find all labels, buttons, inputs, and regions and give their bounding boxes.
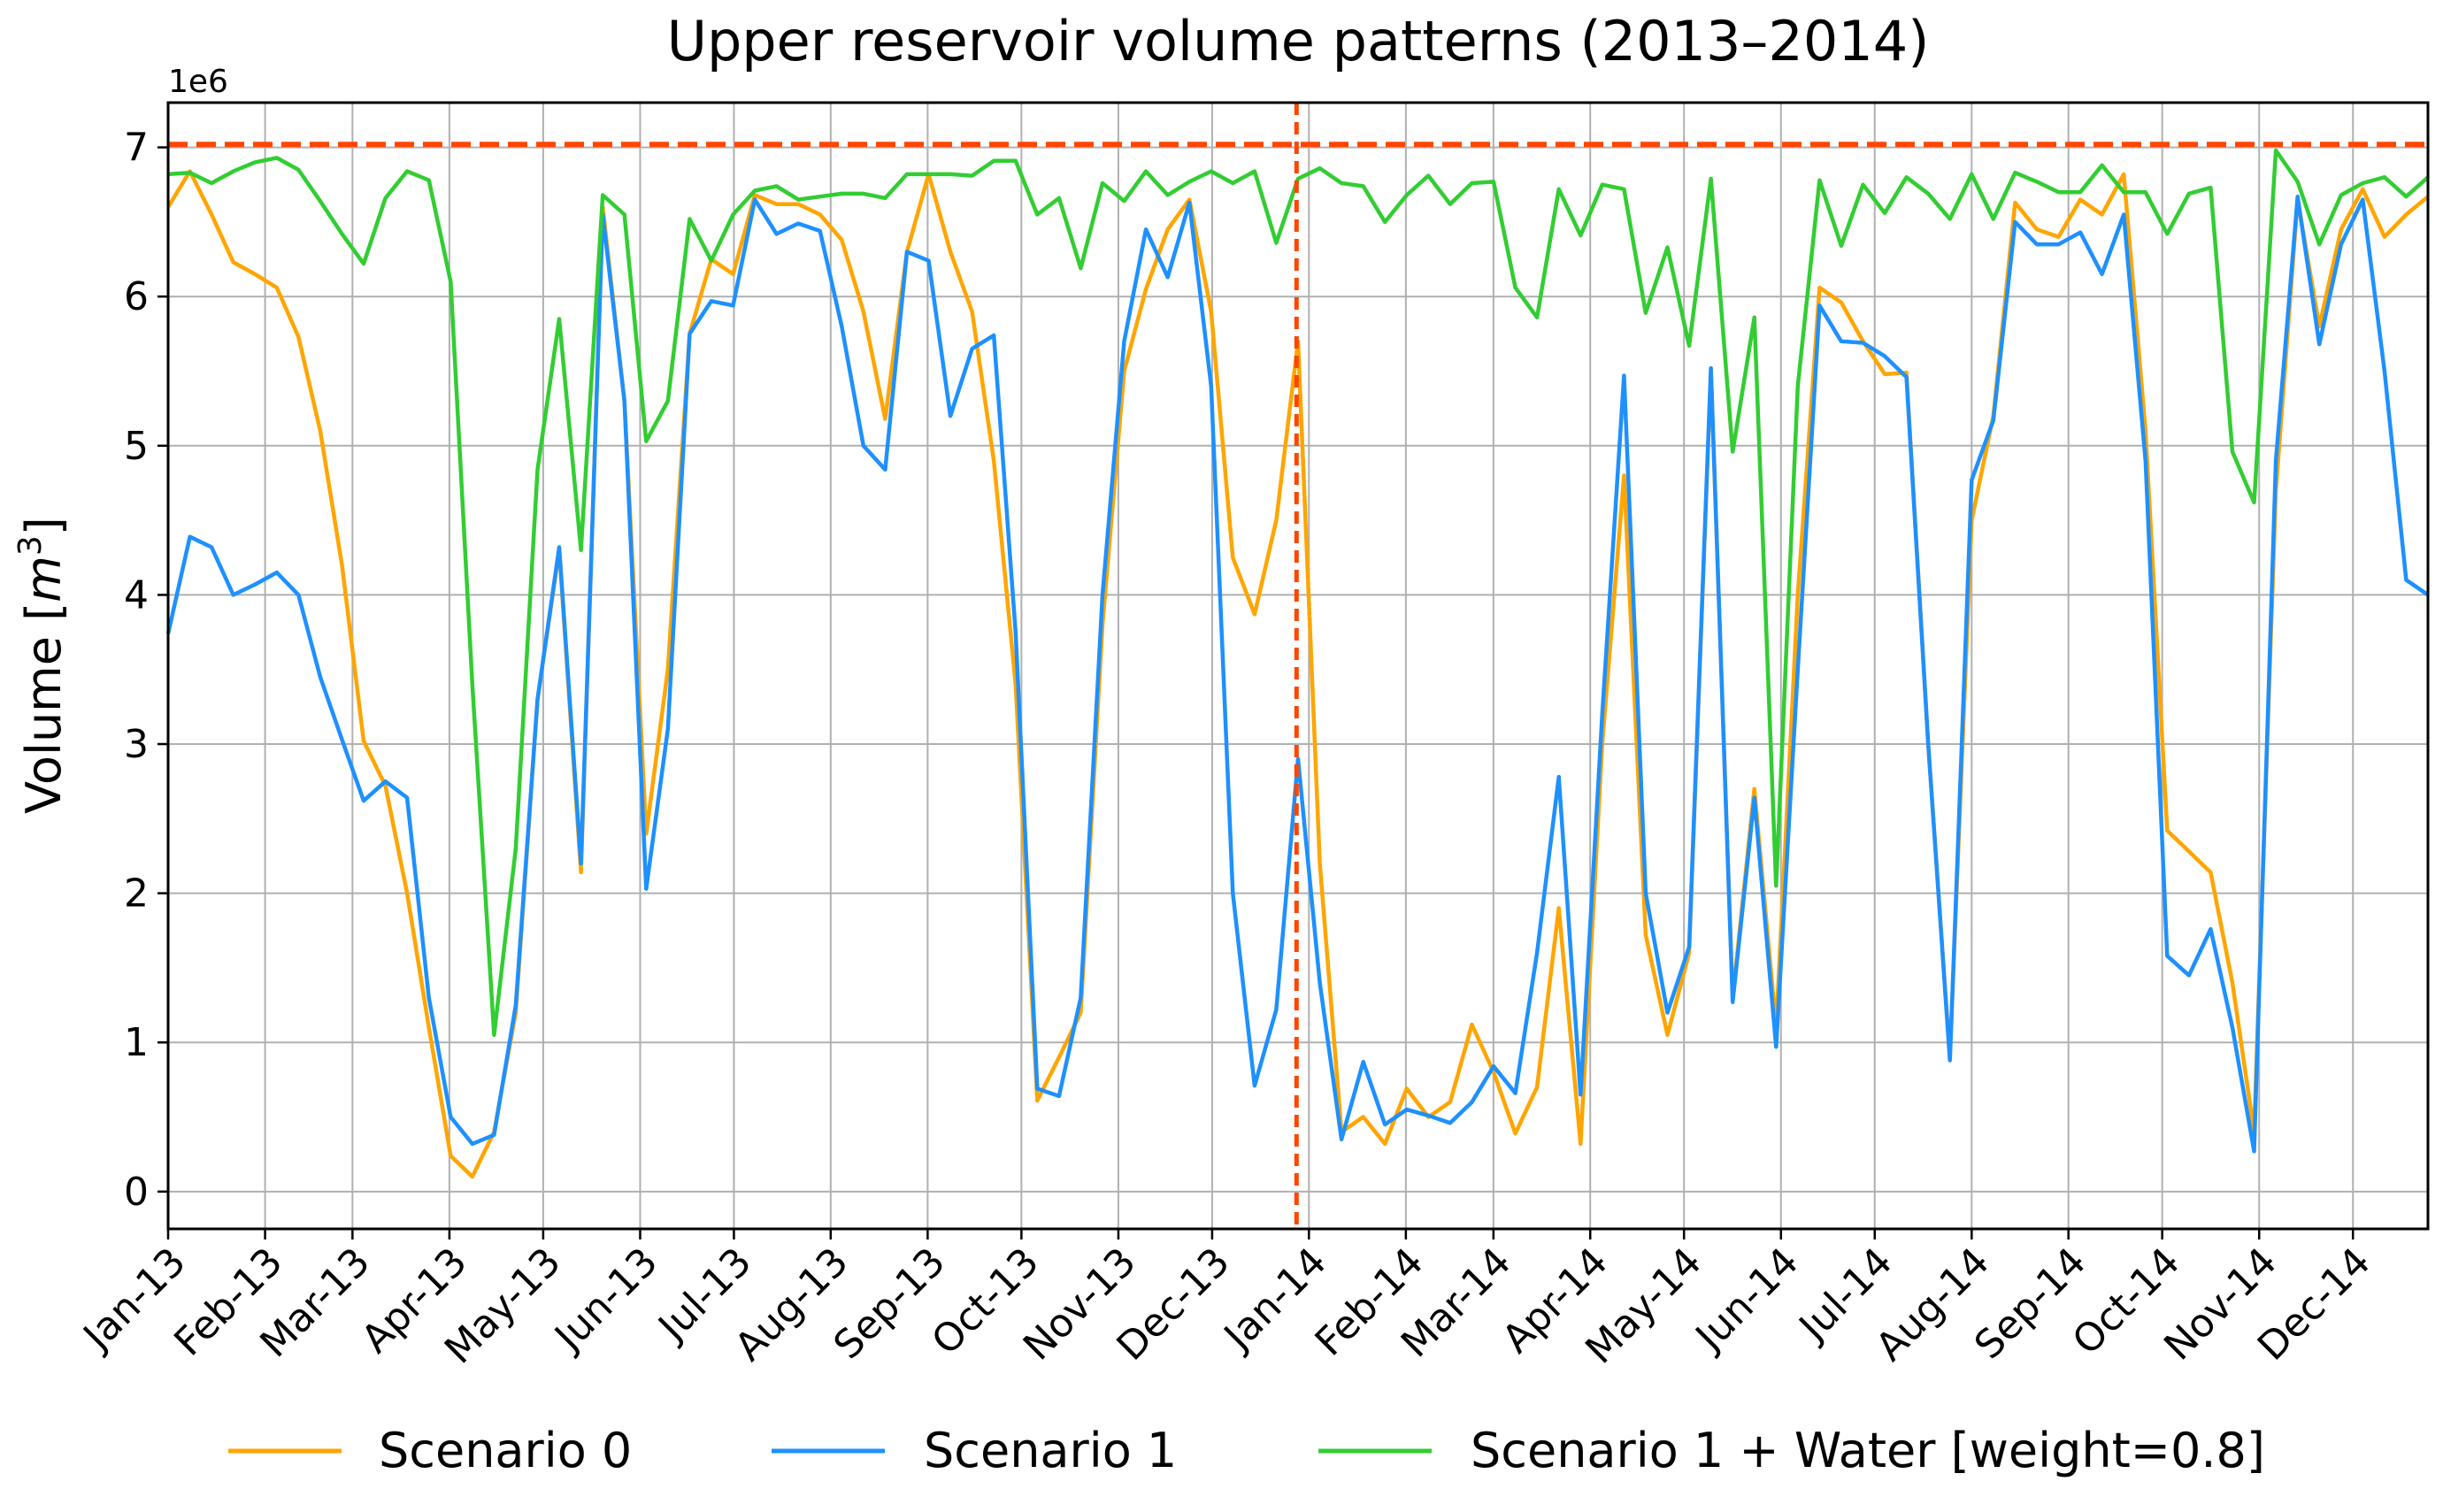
legend-label-2: Scenario 1	[924, 1423, 1177, 1478]
y-tick-label: 4	[124, 572, 149, 618]
y-tick-label: 7	[124, 126, 149, 171]
y-tick-label: 2	[124, 871, 149, 917]
reference-lines	[168, 103, 2428, 1229]
plot-frame	[166, 101, 2430, 1231]
y-tick-label: 3	[124, 722, 149, 767]
chart-title: Upper reservoir volume patterns (2013–20…	[667, 9, 1930, 73]
y-axis-label: Volume [m3]	[12, 517, 72, 814]
x-tick-label: Sep-13	[826, 1240, 955, 1369]
x-tick-label: Jun-13	[545, 1240, 667, 1362]
y-tick-label: 0	[124, 1170, 149, 1215]
series-line-2	[165, 194, 2430, 1154]
legend-label-3: Scenario 1 + Water [weight=0.8]	[1471, 1423, 2265, 1478]
y-axis-label-unit: m	[16, 556, 72, 602]
y-tick-label: 1	[124, 1020, 149, 1065]
x-tick-label: Jun-14	[1686, 1240, 1808, 1362]
y-axis-label-exponent: 3	[12, 535, 49, 556]
y-axis-label-text: Volume [	[16, 602, 72, 814]
y-tick-label: 6	[124, 274, 149, 319]
legend-label-1: Scenario 0	[379, 1423, 632, 1478]
y-axis-label-close: ]	[16, 517, 72, 535]
legend: Scenario 0 Scenario 1 Scenario 1 + Water […	[228, 1423, 2265, 1478]
series-line-3	[167, 148, 2430, 1038]
y-tick-label: 5	[124, 424, 149, 469]
y-offset-label: 1e6	[168, 64, 228, 100]
